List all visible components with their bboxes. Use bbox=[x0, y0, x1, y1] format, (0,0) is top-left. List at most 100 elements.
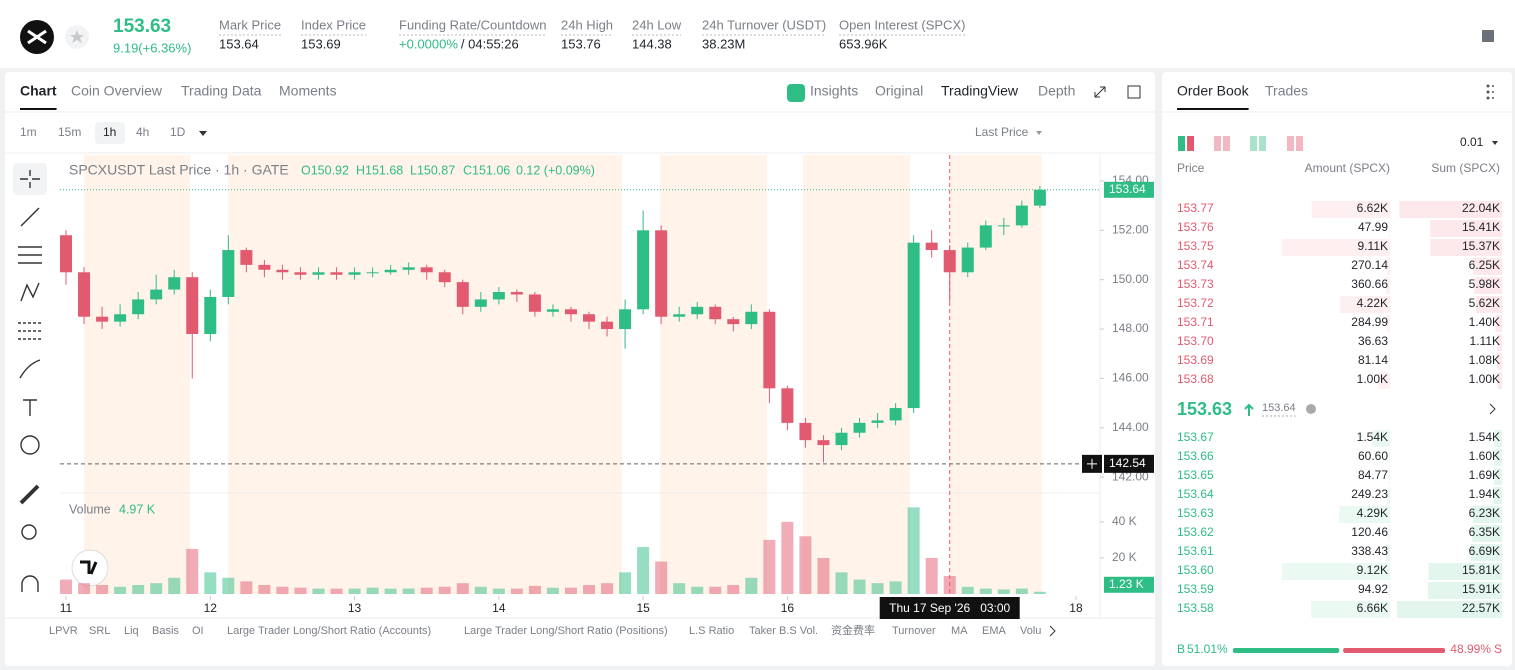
ob-amount: 360.66 bbox=[1351, 277, 1388, 291]
ob-amount: 249.23 bbox=[1351, 487, 1388, 501]
volume-bar bbox=[474, 586, 487, 594]
indicator[interactable]: 资金费率 bbox=[831, 623, 875, 637]
ob-price[interactable]: 153.76 bbox=[1177, 220, 1214, 234]
ob-tab[interactable]: Trades bbox=[1265, 83, 1308, 99]
ob-sum: 1.94K bbox=[1469, 487, 1500, 501]
ob-price[interactable]: 153.65 bbox=[1177, 468, 1214, 482]
ob-layout-icon[interactable] bbox=[1178, 136, 1185, 151]
depth-amount-bar bbox=[1371, 430, 1390, 447]
volume-bar bbox=[619, 572, 632, 594]
view-tab[interactable]: Insights bbox=[810, 83, 858, 99]
dropdown-icon[interactable] bbox=[1492, 141, 1498, 145]
maximize-icon[interactable] bbox=[1127, 85, 1141, 99]
expand-icon[interactable] bbox=[1094, 86, 1106, 98]
ob-price[interactable]: 153.67 bbox=[1177, 430, 1214, 444]
indicator[interactable]: Basis bbox=[152, 625, 179, 637]
candle-body bbox=[637, 230, 650, 310]
chart-tab[interactable]: Moments bbox=[279, 83, 337, 99]
indicator[interactable]: L.S Ratio bbox=[689, 625, 734, 637]
volume-bar bbox=[637, 547, 650, 594]
ob-price[interactable]: 153.68 bbox=[1177, 372, 1214, 386]
ob-tab[interactable]: Order Book bbox=[1177, 83, 1250, 99]
brush-tool[interactable] bbox=[19, 359, 41, 379]
ob-price[interactable]: 153.69 bbox=[1177, 353, 1214, 367]
y-tick-label: 150.00 bbox=[1112, 272, 1149, 286]
stat-value: / 04:55:26 bbox=[461, 36, 519, 51]
crosshair-tool[interactable] bbox=[20, 170, 40, 188]
ob-layout-icon[interactable] bbox=[1214, 136, 1221, 151]
ob-price[interactable]: 153.72 bbox=[1177, 296, 1214, 310]
candle-body bbox=[979, 225, 992, 248]
stat-value: 653.96K bbox=[839, 36, 888, 51]
dropdown-icon[interactable] bbox=[199, 131, 207, 136]
ob-layout-icon[interactable] bbox=[1296, 136, 1303, 151]
ai-icon bbox=[787, 84, 805, 102]
candle-body bbox=[312, 272, 325, 275]
volume-bar bbox=[564, 587, 577, 594]
ob-price[interactable]: 153.66 bbox=[1177, 449, 1214, 463]
indicator[interactable]: Liq bbox=[124, 625, 139, 637]
book-icon[interactable] bbox=[1482, 30, 1494, 42]
dropdown-icon[interactable] bbox=[1036, 131, 1042, 135]
ob-price[interactable]: 153.58 bbox=[1177, 601, 1214, 615]
ob-price[interactable]: 153.77 bbox=[1177, 201, 1214, 215]
interval[interactable]: 4h bbox=[136, 125, 149, 139]
candle-body bbox=[673, 314, 686, 317]
volume-bar bbox=[709, 586, 722, 594]
candle-body bbox=[727, 319, 740, 325]
ob-amount: 84.77 bbox=[1358, 468, 1388, 482]
precision[interactable]: 0.01 bbox=[1460, 135, 1484, 149]
ob-price[interactable]: 153.64 bbox=[1177, 487, 1214, 501]
view-tab[interactable]: Original bbox=[875, 83, 923, 99]
trend-line-tool[interactable] bbox=[20, 207, 40, 227]
indicator[interactable]: OI bbox=[192, 625, 204, 637]
lines-tool[interactable] bbox=[18, 246, 42, 264]
view-tab[interactable]: Depth bbox=[1038, 83, 1075, 99]
indicator[interactable]: Large Trader Long/Short Ratio (Positions… bbox=[464, 625, 668, 637]
price-type[interactable]: Last Price bbox=[975, 125, 1029, 139]
chevron[interactable] bbox=[1489, 403, 1496, 415]
chart-tab[interactable]: Trading Data bbox=[181, 83, 262, 99]
x-tick-label: 14 bbox=[492, 601, 506, 615]
interval[interactable]: 1D bbox=[170, 125, 186, 139]
emoji-tool[interactable] bbox=[20, 435, 40, 455]
view-tab[interactable]: TradingView bbox=[941, 83, 1019, 99]
zoom-tool[interactable] bbox=[21, 524, 37, 540]
candle-body bbox=[583, 314, 596, 322]
indicator[interactable]: Volu bbox=[1020, 625, 1041, 637]
ob-layout-icon[interactable] bbox=[1287, 136, 1294, 151]
ob-price[interactable]: 153.70 bbox=[1177, 334, 1214, 348]
ob-layout-icon[interactable] bbox=[1187, 136, 1194, 151]
ob-price[interactable]: 153.75 bbox=[1177, 239, 1214, 253]
text-tool[interactable] bbox=[23, 399, 37, 416]
ob-price[interactable]: 153.61 bbox=[1177, 544, 1214, 558]
ob-price[interactable]: 153.74 bbox=[1177, 258, 1214, 272]
indicator[interactable]: Turnover bbox=[892, 625, 936, 637]
indicator[interactable]: LPVR bbox=[49, 625, 78, 637]
indicator[interactable]: EMA bbox=[982, 625, 1007, 637]
ob-price[interactable]: 153.60 bbox=[1177, 563, 1214, 577]
ob-price[interactable]: 153.63 bbox=[1177, 506, 1214, 520]
ob-price[interactable]: 153.73 bbox=[1177, 277, 1214, 291]
chevron[interactable] bbox=[1049, 625, 1056, 637]
interval[interactable]: 1h bbox=[103, 125, 116, 139]
ruler-tool[interactable] bbox=[19, 484, 40, 505]
indicator[interactable]: Taker B.S Vol. bbox=[749, 625, 818, 637]
chart-tab[interactable]: Chart bbox=[20, 83, 57, 99]
ob-layout-icon[interactable] bbox=[1250, 136, 1257, 151]
ob-price[interactable]: 153.71 bbox=[1177, 315, 1214, 329]
indicator[interactable]: MA bbox=[951, 625, 968, 637]
pattern-tool[interactable] bbox=[20, 282, 40, 302]
indicator[interactable]: Large Trader Long/Short Ratio (Accounts) bbox=[227, 625, 431, 637]
ob-layout-icon[interactable] bbox=[1223, 136, 1230, 151]
ob-price[interactable]: 153.59 bbox=[1177, 582, 1214, 596]
ob-layout-icon[interactable] bbox=[1259, 136, 1266, 151]
magnet-tool[interactable] bbox=[21, 575, 39, 592]
indicator[interactable]: SRL bbox=[89, 625, 110, 637]
ob-price[interactable]: 153.62 bbox=[1177, 525, 1214, 539]
interval[interactable]: 1m bbox=[20, 125, 37, 139]
fib-tool[interactable] bbox=[18, 322, 42, 340]
chart-tab[interactable]: Coin Overview bbox=[71, 83, 163, 99]
interval[interactable]: 15m bbox=[58, 125, 81, 139]
